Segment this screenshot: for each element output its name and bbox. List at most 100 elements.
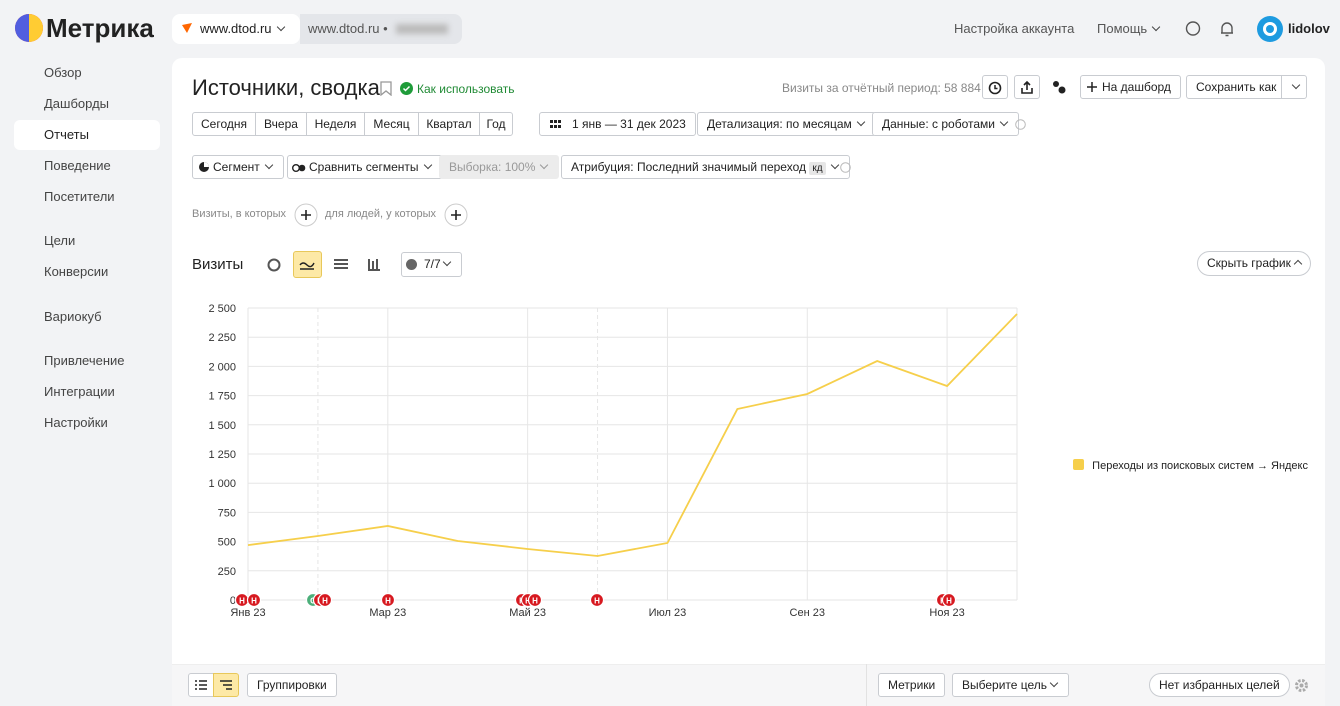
- nav-item[interactable]: Цели: [14, 226, 160, 256]
- metrics-text: Метрики: [888, 678, 936, 692]
- marker-dot: [246, 592, 262, 608]
- nav-item[interactable]: Поведение: [14, 151, 160, 181]
- tree-icon: [220, 680, 232, 690]
- hide-chart-button[interactable]: Скрыть график: [1197, 251, 1311, 276]
- site-name-2: www.dtod.ru •: [308, 21, 388, 36]
- segment-button[interactable]: Сегмент: [192, 155, 284, 179]
- help-text: Помощь: [1097, 21, 1148, 36]
- x-tick-label: Ноя 23: [929, 607, 964, 619]
- marker-label: Н: [594, 597, 600, 606]
- annotation-marker[interactable]: Н: [317, 592, 333, 608]
- groupings-button[interactable]: Группировки: [247, 673, 337, 697]
- chevron: [540, 160, 549, 170]
- nav-label: Настройки: [44, 415, 108, 430]
- annotation-marker[interactable]: Н: [941, 592, 957, 608]
- account-settings[interactable]: Настройка аккаунта: [954, 21, 1075, 36]
- x-tick-label: Сен 23: [790, 607, 825, 619]
- help-icon[interactable]: [840, 162, 851, 173]
- line-chart-toggle[interactable]: [293, 251, 322, 278]
- sample-select[interactable]: Выборка: 100%: [439, 155, 560, 179]
- nav-item[interactable]: Привлечение: [14, 346, 160, 376]
- y-tick-label: 250: [218, 566, 236, 578]
- nav-label: Поведение: [44, 158, 111, 173]
- save-menu-button[interactable]: [1281, 75, 1307, 99]
- y-tick-label: 500: [218, 537, 236, 549]
- period-button[interactable]: Квартал: [418, 112, 480, 136]
- share-icon: [1053, 81, 1066, 94]
- compare-button[interactable]: Сравнить сегменты: [287, 155, 443, 179]
- marker-label: Н: [251, 597, 257, 606]
- area-chart-toggle[interactable]: [333, 257, 349, 271]
- nav-item[interactable]: Вариокуб: [14, 302, 160, 332]
- filter-people: для людей, у которых: [325, 208, 436, 220]
- nav-label: Посетители: [44, 189, 115, 204]
- chat-icon[interactable]: [1184, 20, 1202, 38]
- attribution-select[interactable]: Атрибуция: Последний значимый переход кд: [561, 155, 850, 179]
- favorite-goals-button[interactable]: Нет избранных целей: [1149, 673, 1290, 697]
- detail-text: Детализация: по месяцам: [707, 117, 852, 131]
- metrics-button[interactable]: Метрики: [878, 673, 946, 697]
- export-icon: [1021, 80, 1033, 94]
- save-as-button[interactable]: Сохранить как: [1186, 75, 1282, 99]
- y-tick-label: 750: [218, 507, 236, 519]
- period-button[interactable]: Сегодня: [192, 112, 256, 136]
- nav-label: Конверсии: [44, 264, 109, 279]
- how-to-link[interactable]: Как использовать: [417, 82, 515, 96]
- chevron: [276, 22, 285, 32]
- choose-goal-select[interactable]: Выберите цель: [952, 673, 1070, 697]
- user-name[interactable]: lidolov: [1288, 21, 1330, 36]
- annotation-marker[interactable]: Н: [246, 592, 262, 608]
- marker-label: Н: [385, 597, 391, 606]
- chevron: [1151, 22, 1161, 32]
- bar-chart-toggle[interactable]: [367, 257, 381, 271]
- calendar-icon: [550, 120, 561, 128]
- data-mode-select[interactable]: Данные: с роботами: [872, 112, 1019, 136]
- bookmark-icon[interactable]: [380, 81, 392, 96]
- nav-item[interactable]: Интеграции: [14, 377, 160, 407]
- annotation-marker[interactable]: Н: [589, 592, 605, 608]
- period-button[interactable]: Месяц: [364, 112, 419, 136]
- marker-label: Н: [946, 597, 952, 606]
- favorite-goals-text: Нет избранных целей: [1159, 678, 1280, 692]
- period-button[interactable]: Неделя: [306, 112, 365, 136]
- annotation-marker[interactable]: Н: [234, 592, 250, 608]
- period-button[interactable]: Вчера: [255, 112, 307, 136]
- add-visit-filter[interactable]: [294, 203, 318, 227]
- segment-text: Сегмент: [213, 160, 260, 174]
- nav-item[interactable]: Посетители: [14, 182, 160, 212]
- date-range: 1 янв — 31 дек 2023: [572, 117, 686, 131]
- nav-item[interactable]: Конверсии: [14, 257, 160, 287]
- pie-chart-toggle[interactable]: [266, 257, 282, 273]
- period-button[interactable]: Год: [479, 112, 513, 136]
- nav-item[interactable]: Обзор: [14, 58, 160, 88]
- nav-item[interactable]: Настройки: [14, 408, 160, 438]
- chart: 0 250 500 750 1 000 1 250 1 500 1 750 2 000 2 250…: [208, 303, 1308, 619]
- to-dashboard-button[interactable]: На дашборд: [1080, 75, 1181, 99]
- report-title: Источники, сводка: [192, 75, 380, 100]
- y-tick-label: 1 500: [208, 420, 236, 432]
- y-tick-label: 0: [230, 595, 236, 607]
- site-selector[interactable]: www.dtod.ru: [172, 14, 300, 44]
- help[interactable]: Помощь: [1097, 21, 1161, 36]
- detail-select[interactable]: Детализация: по месяцам: [697, 112, 876, 136]
- share-button[interactable]: [1046, 75, 1072, 99]
- annotation-marker[interactable]: Н: [527, 592, 543, 608]
- nav-label: Отчеты: [44, 127, 89, 142]
- settings-icon[interactable]: [1294, 678, 1309, 693]
- avatar[interactable]: [1256, 15, 1284, 43]
- add-people-filter[interactable]: [444, 203, 468, 227]
- attribution-text: Атрибуция: Последний значимый переход: [571, 160, 806, 174]
- help-icon[interactable]: [1015, 119, 1026, 130]
- bell-icon[interactable]: [1218, 20, 1236, 38]
- annotation-marker[interactable]: Н: [380, 592, 396, 608]
- legend-swatch[interactable]: [1073, 459, 1084, 470]
- marker-label: Н: [532, 597, 538, 606]
- chevron: [1293, 259, 1303, 269]
- marker-label: Н: [239, 597, 245, 606]
- nav-item[interactable]: Дашборды: [14, 89, 160, 119]
- date-range-button[interactable]: 1 янв — 31 дек 2023: [539, 112, 696, 136]
- nav-item[interactable]: Отчеты: [14, 120, 160, 150]
- chevron: [423, 160, 432, 170]
